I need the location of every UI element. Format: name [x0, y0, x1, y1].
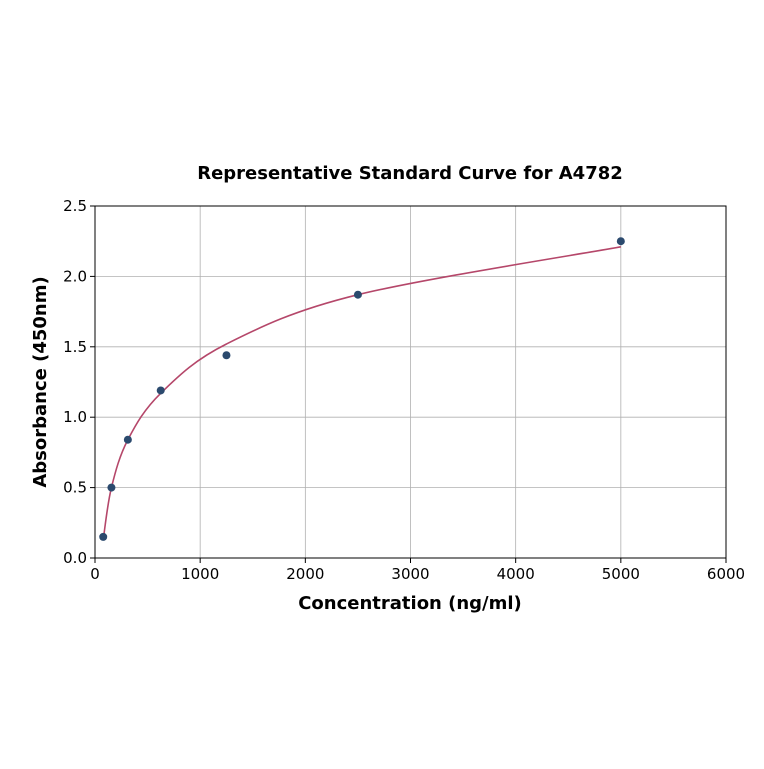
y-axis-label: Absorbance (450nm): [30, 276, 51, 487]
y-tick-label: 1.0: [63, 408, 87, 426]
x-tick-label: 1000: [181, 565, 219, 583]
x-tick-label: 3000: [391, 565, 429, 583]
x-axis-label: Concentration (ng/ml): [298, 593, 522, 614]
chart-title: Representative Standard Curve for A4782: [197, 163, 623, 184]
fit-curve: [102, 246, 621, 540]
x-tick-label: 5000: [602, 565, 640, 583]
y-tick-label: 2.5: [63, 197, 87, 215]
x-tick-label: 2000: [286, 565, 324, 583]
x-tick-label: 4000: [497, 565, 535, 583]
x-tick-label: 0: [90, 565, 100, 583]
data-point: [353, 290, 362, 299]
data-point: [107, 483, 116, 492]
y-tick-label: 1.5: [63, 338, 87, 356]
plot-frame: [94, 205, 727, 559]
data-point: [156, 386, 165, 395]
y-tick-label: 0.5: [63, 479, 87, 497]
x-tick-label: 6000: [707, 565, 745, 583]
y-tick-label: 0.0: [63, 549, 87, 567]
data-point: [123, 435, 132, 444]
data-point: [616, 237, 625, 246]
data-point: [222, 351, 231, 360]
data-point: [99, 532, 108, 541]
y-tick-label: 2.0: [63, 267, 87, 285]
